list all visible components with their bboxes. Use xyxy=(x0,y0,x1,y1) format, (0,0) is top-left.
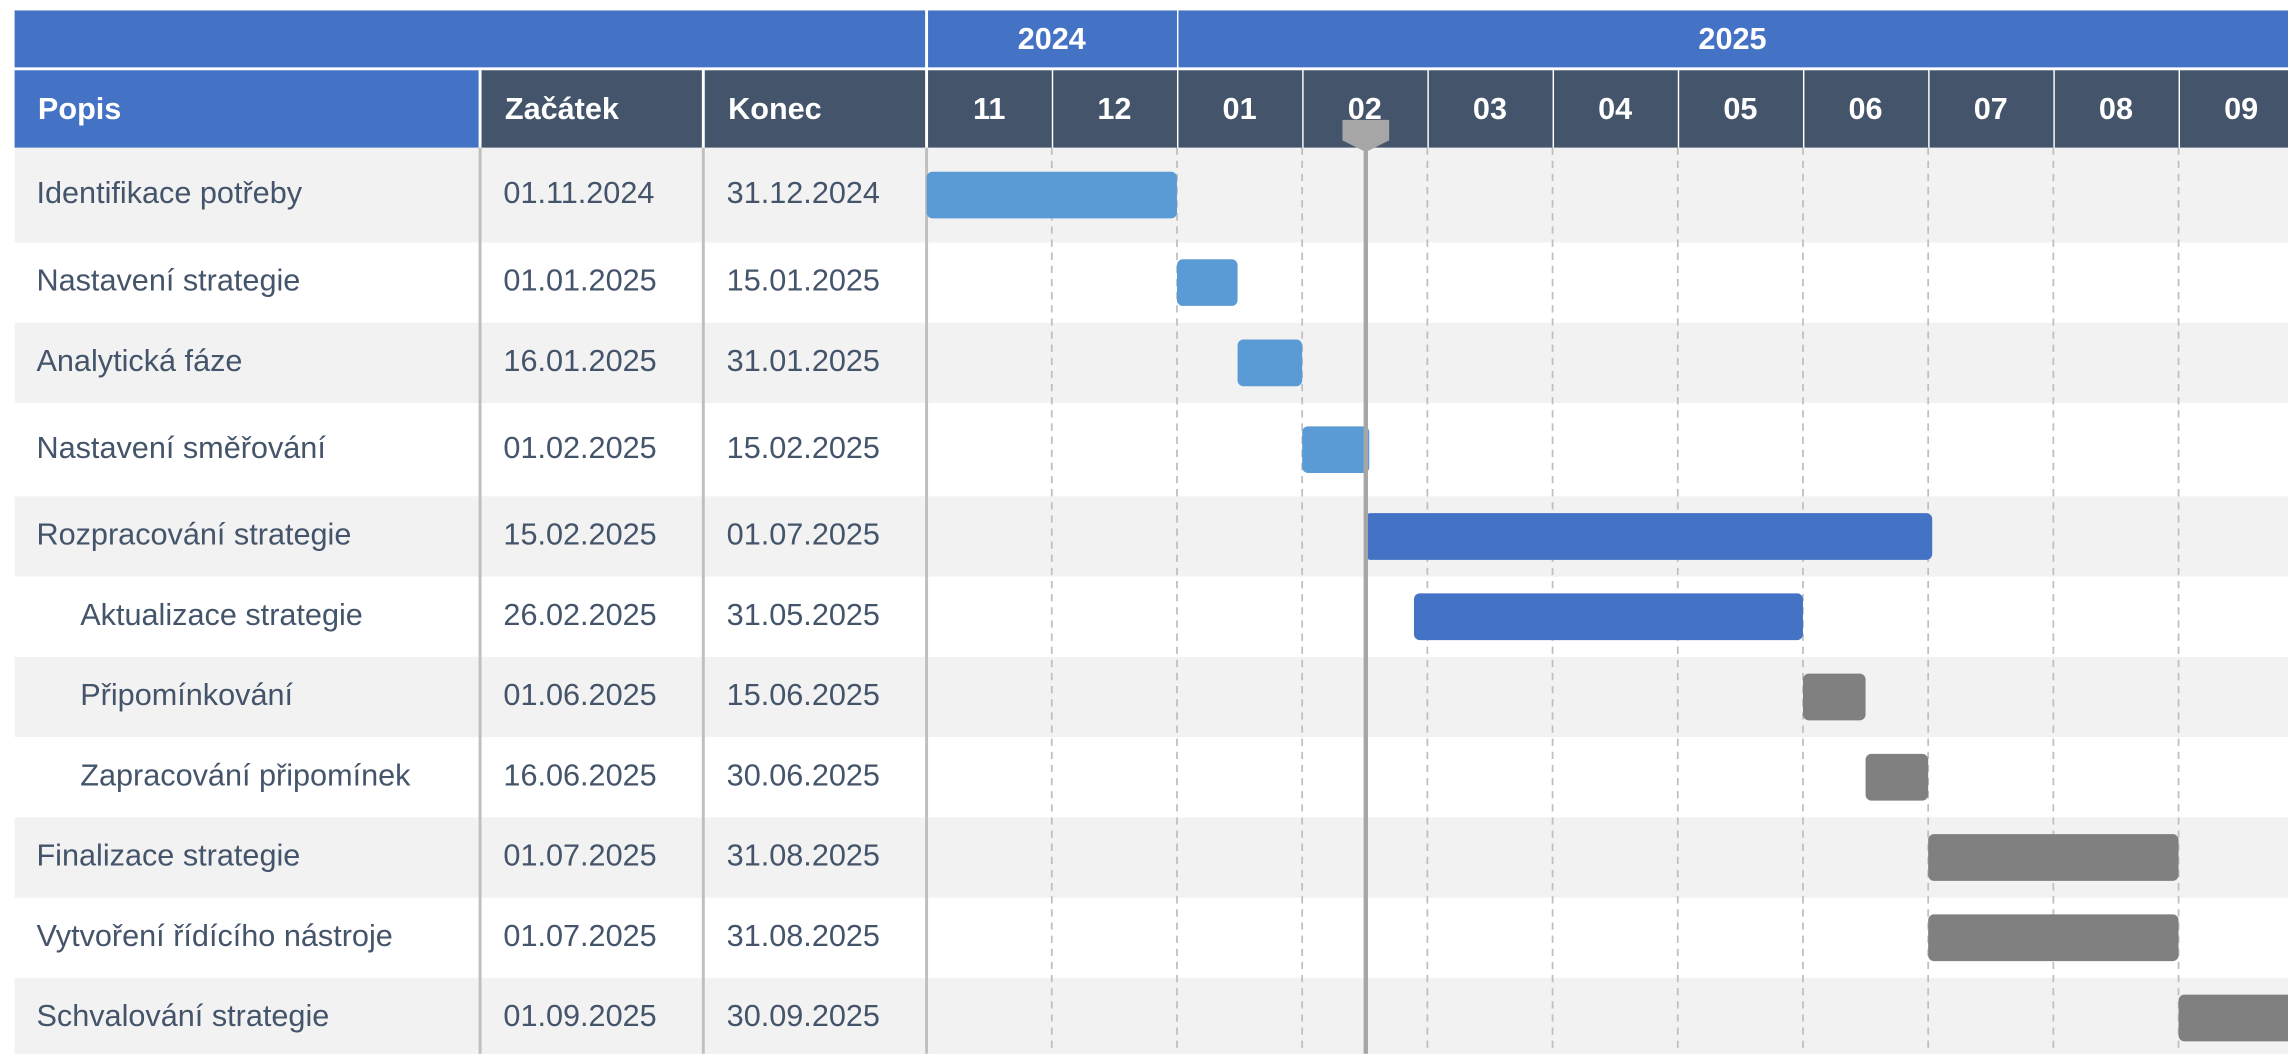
task-bar xyxy=(2178,994,2288,1042)
year-label: 2024 xyxy=(1018,22,1086,56)
task-end: 30.06.2025 xyxy=(727,758,880,792)
month-cell xyxy=(1428,70,1553,148)
task-start: 01.07.2025 xyxy=(503,919,656,953)
task-name: Rozpracování strategie xyxy=(36,518,351,552)
month-label: 06 xyxy=(1849,92,1883,126)
task-bar xyxy=(1928,834,2179,881)
task-name: Aktualizace strategie xyxy=(80,598,363,632)
task-bar xyxy=(1302,426,1370,474)
month-cell xyxy=(1053,70,1177,148)
month-cell xyxy=(2054,70,2179,148)
task-start: 01.01.2025 xyxy=(503,264,656,298)
task-start: 01.11.2024 xyxy=(503,176,654,210)
task-name: Identifikace potřeby xyxy=(36,176,302,210)
task-start: 26.02.2025 xyxy=(503,598,656,632)
task-bar xyxy=(1802,673,1866,721)
task-start: 01.09.2025 xyxy=(503,999,656,1033)
task-name: Nastavení směřování xyxy=(36,431,326,465)
task-name: Vytvoření řídícího nástroje xyxy=(36,919,392,953)
today-marker xyxy=(1342,119,1390,1054)
column-header xyxy=(481,70,702,148)
task-start: 01.06.2025 xyxy=(503,678,656,712)
bars xyxy=(926,171,2288,1042)
task-start: 16.01.2025 xyxy=(503,344,656,378)
task-end: 31.05.2025 xyxy=(727,598,880,632)
month-cell xyxy=(1804,70,1929,148)
month-cell xyxy=(1929,70,2054,148)
month-label: 07 xyxy=(1974,92,2008,126)
month-label: 09 xyxy=(2224,92,2258,126)
task-end: 15.02.2025 xyxy=(727,431,880,465)
background xyxy=(14,147,2288,1054)
month-label: 01 xyxy=(1223,92,1257,126)
column-label: Konec xyxy=(728,92,822,126)
today-flag xyxy=(1342,119,1390,152)
month-cell xyxy=(1178,70,1303,148)
task-start: 15.02.2025 xyxy=(503,518,656,552)
column-label: Začátek xyxy=(505,92,620,126)
task-start: 16.06.2025 xyxy=(503,758,656,792)
row-stripe xyxy=(14,656,2288,738)
month-label: 12 xyxy=(1097,92,1131,126)
task-end: 31.12.2024 xyxy=(727,176,880,210)
column-header xyxy=(14,70,479,148)
task-bar xyxy=(1865,753,1929,801)
task-start: 01.02.2025 xyxy=(503,431,656,465)
row-stripe xyxy=(14,977,2288,1054)
task-end: 31.08.2025 xyxy=(727,839,880,873)
year-cell xyxy=(1178,10,2288,68)
header-blank xyxy=(14,10,926,68)
month-label: 11 xyxy=(973,92,1005,126)
month-label: 05 xyxy=(1723,92,1757,126)
task-end: 15.01.2025 xyxy=(727,264,880,298)
task-end: 15.06.2025 xyxy=(727,678,880,712)
task-name: Zapracování připomínek xyxy=(80,758,411,792)
month-label: 03 xyxy=(1473,92,1507,126)
row-stripe xyxy=(14,496,2288,577)
task-bar xyxy=(1928,914,2179,962)
task-name: Nastavení strategie xyxy=(36,264,300,298)
month-cell xyxy=(2180,70,2288,148)
task-end: 31.01.2025 xyxy=(727,344,880,378)
task-end: 01.07.2025 xyxy=(727,518,880,552)
task-start: 01.07.2025 xyxy=(503,839,656,873)
month-cell xyxy=(928,70,1052,148)
task-end: 30.09.2025 xyxy=(727,999,880,1033)
month-label: 04 xyxy=(1598,92,1632,126)
column-label: Popis xyxy=(38,92,121,126)
task-bar xyxy=(1364,513,1933,560)
task-name: Analytická fáze xyxy=(36,344,242,378)
task-bar xyxy=(1413,593,1803,641)
month-label: 08 xyxy=(2099,92,2133,126)
task-name: Finalizace strategie xyxy=(36,839,300,873)
year-label: 2025 xyxy=(1698,22,1766,56)
task-bar xyxy=(926,171,1177,219)
task-name: Připomínkování xyxy=(80,678,293,712)
task-bar xyxy=(1237,339,1303,387)
month-cell xyxy=(1679,70,1803,148)
year-cell xyxy=(928,10,1177,68)
task-end: 31.08.2025 xyxy=(727,919,880,953)
column-header xyxy=(704,70,926,148)
month-cell xyxy=(1554,70,1678,148)
row-stripe xyxy=(14,322,2288,403)
task-bar xyxy=(1176,259,1238,306)
row-stripe xyxy=(14,817,2288,898)
task-name: Schvalování strategie xyxy=(36,999,329,1033)
